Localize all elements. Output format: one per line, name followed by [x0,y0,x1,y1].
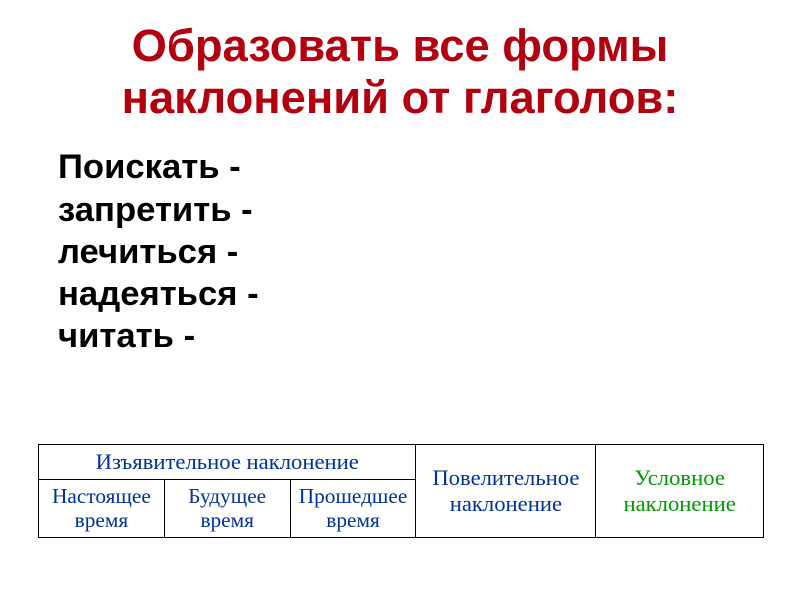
verb-item: надеяться - [58,273,800,315]
slide-title: Образовать все формы наклонений от глаго… [0,0,800,124]
header-conditional-l1: Условное [634,465,725,490]
header-indicative-label: Изъявительное наклонение [96,449,359,474]
verb-item: запретить - [58,189,800,231]
header-conditional-l2: наклонение [623,491,735,516]
header-imperative-l2: наклонение [450,491,562,516]
mood-table: Изъявительное наклонение Повелительное н… [38,444,764,538]
tense-future-l2: время [200,508,254,532]
tense-past-l2: время [326,508,380,532]
header-imperative-l1: Повелительное [432,465,579,490]
verb-item: лечиться - [58,231,800,273]
tense-past-l1: Прошедшее [299,484,408,508]
verb-item: читать - [58,315,800,357]
title-line-1: Образовать все формы [0,20,800,72]
header-imperative: Повелительное наклонение [416,444,596,537]
title-line-2: наклонений от глаголов: [0,72,800,124]
header-conditional: Условное наклонение [596,444,764,537]
tense-present: Настоящее время [39,479,165,537]
tense-future-l1: Будущее [188,484,266,508]
header-indicative: Изъявительное наклонение [39,444,416,479]
tense-past: Прошедшее время [290,479,416,537]
tense-present-l2: время [75,508,129,532]
verb-list: Поискать - запретить - лечиться - надеят… [0,124,800,357]
verb-item: Поискать - [58,146,800,188]
tense-present-l1: Настоящее [52,484,151,508]
tense-future: Будущее время [164,479,290,537]
